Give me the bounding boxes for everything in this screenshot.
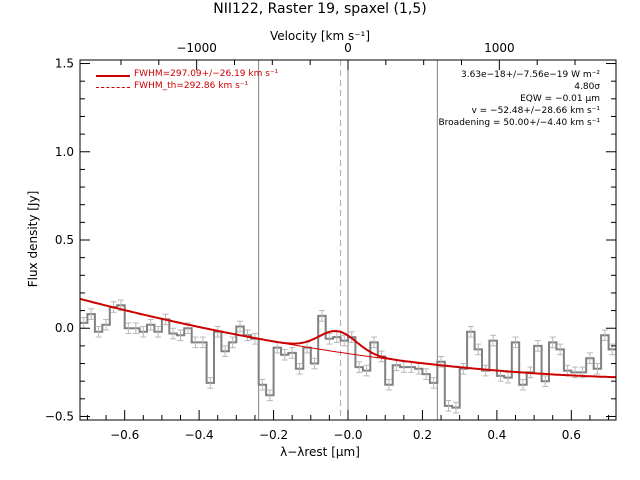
x-tick-label: −0.2: [259, 428, 288, 442]
legend-thermal-label: FWHM_th=292.86 km s⁻¹: [134, 81, 249, 91]
tick-labels: −0.6 −0.4 −0.2 −0.0 0.2 0.4 0.6 −0.5 0.0 0.5 1.0 1.…: [45, 41, 581, 442]
y-tick-label: 0.0: [55, 321, 74, 335]
x-tick-label: 0.6: [562, 428, 581, 442]
y-axis-label: Flux density [Jy]: [26, 190, 40, 288]
vertical-markers: [258, 60, 438, 420]
top-axis-label: Velocity [km s⁻¹]: [269, 29, 371, 43]
x-tick-label: 0.4: [487, 428, 506, 442]
y-tick-label: 1.5: [55, 57, 74, 71]
y-tick-label: 0.5: [55, 233, 74, 247]
top-tick-label: 1000: [484, 41, 515, 55]
annotation-flux: 3.63e−18+/−7.56e−19 W m⁻²: [461, 70, 600, 80]
legend-fit-swatch: [96, 75, 130, 77]
annotation-eqw: EQW = −0.01 μm: [520, 94, 600, 104]
y-tick-label: 1.0: [55, 145, 74, 159]
annotation-broadening: Broadening = 50.00+/−4.40 km s⁻¹: [438, 118, 601, 128]
x-tick-label: −0.6: [110, 428, 139, 442]
x-tick-label: 0.2: [413, 428, 432, 442]
annotation-velocity: v = −52.48+/−28.66 km s⁻¹: [471, 106, 600, 116]
fit-curve: [79, 297, 617, 379]
y-tick-label: −0.5: [45, 409, 74, 423]
x-tick-label: −0.4: [185, 428, 214, 442]
top-tick-label: −1000: [176, 41, 217, 55]
legend-thermal-swatch: [96, 87, 130, 88]
x-axis-label: λ−λrest [μm]: [280, 445, 360, 459]
tick-marks: [80, 60, 616, 420]
chart-title: NII122, Raster 19, spaxel (1,5): [213, 1, 427, 17]
annotation-sigma: 4.80σ: [574, 82, 600, 92]
x-tick-label: −0.0: [333, 428, 362, 442]
top-tick-label: 0: [344, 41, 352, 55]
total-fit-curve: [79, 297, 617, 379]
legend-fit-label: FWHM=297.09+/−26.19 km s⁻¹: [134, 69, 279, 79]
histogram-step: [80, 304, 616, 409]
